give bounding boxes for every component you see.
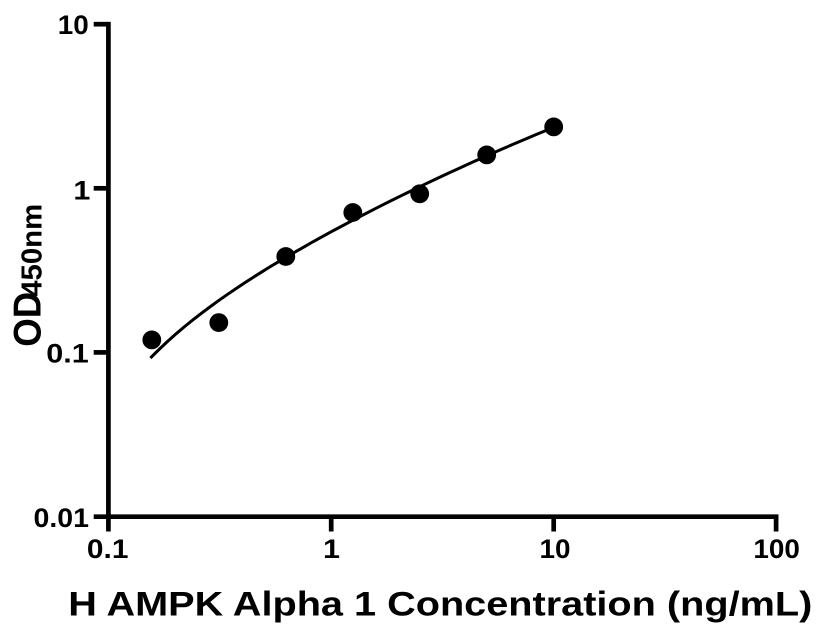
svg-text:1: 1 <box>73 175 90 205</box>
svg-text:0.01: 0.01 <box>34 503 90 533</box>
svg-text:450nm: 450nm <box>17 204 49 297</box>
svg-text:OD: OD <box>6 292 49 347</box>
svg-text:10: 10 <box>58 10 89 40</box>
svg-text:H AMPK Alpha 1 Concentration (: H AMPK Alpha 1 Concentration (ng/mL) <box>68 586 812 624</box>
svg-text:0.1: 0.1 <box>87 534 129 564</box>
svg-text:1: 1 <box>323 534 340 564</box>
svg-text:0.1: 0.1 <box>46 339 89 369</box>
svg-text:10: 10 <box>540 534 571 564</box>
svg-text:100: 100 <box>753 534 800 564</box>
